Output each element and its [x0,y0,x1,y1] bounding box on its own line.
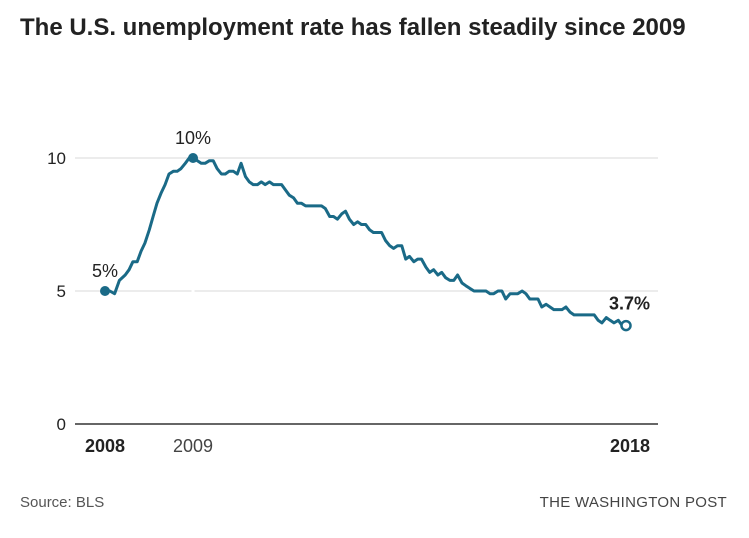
point-marker [188,153,199,163]
y-axis-ticks: 0 5 10 [47,149,66,434]
series-line [103,156,628,328]
y-tick-label: 10 [47,149,66,168]
annotations: 5% 10% 3.7% [92,128,650,332]
source-note: Source: BLS [20,494,105,511]
end-point-marker [620,319,632,332]
x-tick-label: 2018 [610,436,650,456]
y-tick-label: 5 [57,282,66,301]
publisher-credit: THE WASHINGTON POST [539,494,727,511]
y-tick-label: 0 [57,415,66,434]
data-label: 10% [175,128,211,148]
point-marker [100,286,110,296]
series-line-group [103,156,628,328]
x-tick-label: 2008 [85,436,125,456]
data-label: 5% [92,261,118,281]
data-label: 3.7% [609,294,650,314]
x-axis-ticks: 2008 2009 2018 [85,436,650,456]
x-tick-label: 2009 [173,436,213,456]
chart-title: The U.S. unemployment rate has fallen st… [20,14,686,41]
grid-lines [75,157,658,425]
